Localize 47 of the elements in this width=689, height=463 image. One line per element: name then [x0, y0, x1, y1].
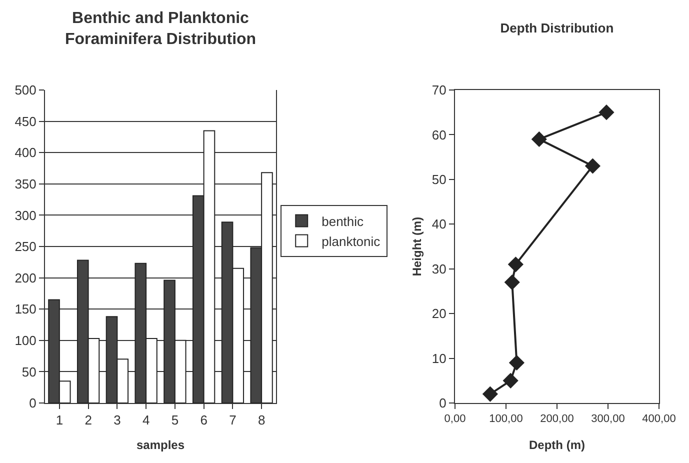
x-tick-label: 400,00: [642, 413, 676, 426]
y-tick-label: 20: [432, 306, 446, 322]
point: [482, 386, 498, 402]
y-tick-label: 200: [14, 270, 36, 286]
x-tick-label: 0,00: [444, 413, 466, 426]
chart-title: Depth Distribution: [500, 20, 614, 36]
y-tick-label: 60: [432, 127, 446, 142]
y-tick-label: 50: [432, 172, 446, 187]
y-tick-label: 70: [432, 82, 446, 98]
point: [531, 131, 547, 147]
y-tick-label: 150: [14, 302, 36, 317]
x-axis-title: samples: [136, 438, 185, 452]
x-tick-label: 5: [171, 412, 179, 428]
y-tick-label: 450: [14, 114, 36, 129]
point: [508, 354, 525, 371]
point: [508, 256, 524, 272]
x-tick-label: 2: [84, 412, 92, 428]
x-tick-label: 4: [142, 412, 150, 428]
x-tick-label: 3: [114, 412, 121, 428]
x-tick-label: 300,00: [591, 413, 625, 426]
legend-label: planktonic: [322, 234, 381, 249]
chart-title: Benthic and Planktonic Foraminifera Distribution: [64, 10, 256, 48]
y-axis-title: Height (m): [410, 216, 424, 276]
y-tick-label: 40: [432, 216, 446, 232]
y-tick-label: 0: [439, 396, 446, 411]
y-tick-label: 100: [14, 332, 36, 348]
y-tick-label: 500: [14, 82, 36, 98]
y-tick-label: 0: [29, 396, 36, 411]
y-tick-label: 400: [14, 145, 36, 160]
y-tick-label: 10: [432, 350, 446, 366]
x-axis-title: Depth (m): [529, 438, 585, 452]
point: [504, 274, 520, 290]
y-tick-label: 300: [14, 208, 36, 223]
y-tick-label: 250: [14, 239, 36, 254]
y-tick-label: 350: [14, 176, 36, 192]
x-tick-label: 200,00: [540, 413, 574, 426]
legend-label: benthic: [322, 214, 364, 229]
x-tick-label: 7: [229, 412, 236, 428]
point: [598, 104, 614, 120]
point: [502, 372, 518, 388]
y-tick-label: 30: [432, 261, 446, 276]
x-tick-label: 1: [56, 412, 64, 428]
point: [584, 158, 600, 174]
y-tick-label: 50: [22, 364, 36, 380]
x-tick-label: 100,00: [489, 413, 523, 426]
x-tick-label: 8: [258, 412, 266, 428]
x-tick-label: 6: [200, 412, 208, 428]
